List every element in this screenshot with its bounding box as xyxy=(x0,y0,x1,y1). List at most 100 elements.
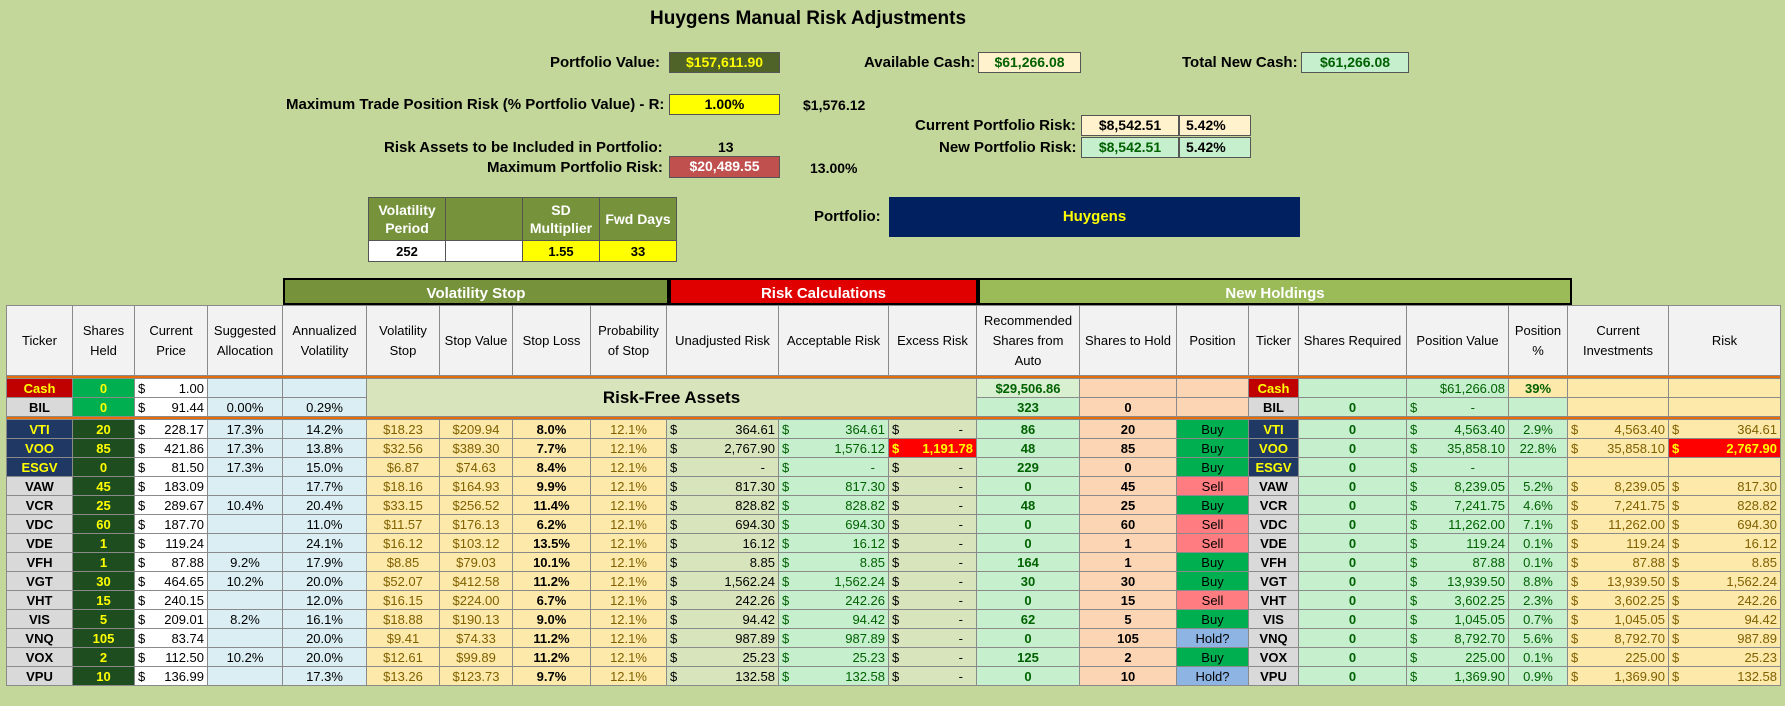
prob-stop-cell[interactable]: 12.1% xyxy=(590,476,667,496)
bil-price[interactable]: $91.44 xyxy=(134,397,208,417)
excess-risk-cell[interactable]: $ - xyxy=(888,457,977,477)
allocation-cell[interactable]: 10.4% xyxy=(207,495,283,515)
current-investments-cell[interactable]: $13,939.50 xyxy=(1567,571,1669,591)
excess-risk-cell[interactable]: $ - xyxy=(888,628,977,648)
ticker-cell[interactable]: VTI xyxy=(6,419,73,439)
unadjusted-risk-cell[interactable]: $8.85 xyxy=(666,552,779,572)
col-suggested-allocation[interactable]: Suggested Allocation xyxy=(207,305,283,376)
vol-stop-cell[interactable]: $52.07 xyxy=(366,571,440,591)
position-cell[interactable]: Hold? xyxy=(1176,628,1249,648)
position-cell[interactable]: Sell xyxy=(1176,476,1249,496)
shares-held-cell[interactable]: 15 xyxy=(72,590,135,610)
volatility-cell[interactable]: 16.1% xyxy=(282,609,367,629)
stop-value-cell[interactable]: $209.94 xyxy=(439,419,513,439)
current-investments-cell[interactable]: $1,045.05 xyxy=(1567,609,1669,629)
risk-cell[interactable]: $132.58 xyxy=(1668,666,1781,686)
vol-stop-cell[interactable]: $16.15 xyxy=(366,590,440,610)
rec-shares-cell[interactable]: 0 xyxy=(976,666,1080,686)
excess-risk-cell[interactable]: $ - xyxy=(888,514,977,534)
position-pct-cell[interactable]: 8.8% xyxy=(1508,571,1568,591)
price-cell[interactable]: $209.01 xyxy=(134,609,208,629)
ticker-cell[interactable]: VFH xyxy=(6,552,73,572)
volatility-cell[interactable]: 20.0% xyxy=(282,628,367,648)
shares-held-cell[interactable]: 30 xyxy=(72,571,135,591)
col-volatility-stop[interactable]: Volatility Stop xyxy=(366,305,440,376)
acceptable-risk-cell[interactable]: $242.26 xyxy=(778,590,889,610)
shares-held-cell[interactable]: 25 xyxy=(72,495,135,515)
position-pct-cell[interactable]: 2.9% xyxy=(1508,419,1568,439)
position-value-cell[interactable]: $ - xyxy=(1406,457,1509,477)
stop-loss-cell[interactable]: 8.4% xyxy=(512,457,591,477)
shares-required-cell[interactable]: 0 xyxy=(1298,419,1407,439)
current-investments-cell[interactable]: $11,262.00 xyxy=(1567,514,1669,534)
risk-cell[interactable]: $1,562.24 xyxy=(1668,571,1781,591)
stop-value-cell[interactable]: $256.52 xyxy=(439,495,513,515)
position-pct-cell[interactable]: 0.1% xyxy=(1508,533,1568,553)
volatility-cell[interactable]: 17.3% xyxy=(282,666,367,686)
shares-to-hold-cell[interactable]: 1 xyxy=(1079,533,1177,553)
volatility-cell[interactable]: 15.0% xyxy=(282,457,367,477)
volatility-cell[interactable]: 17.9% xyxy=(282,552,367,572)
price-cell[interactable]: $421.86 xyxy=(134,438,208,458)
price-cell[interactable]: $240.15 xyxy=(134,590,208,610)
current-investments-cell[interactable]: $225.00 xyxy=(1567,647,1669,667)
unadjusted-risk-cell[interactable]: $987.89 xyxy=(666,628,779,648)
volatility-cell[interactable]: 14.2% xyxy=(282,419,367,439)
stop-value-cell[interactable]: $412.58 xyxy=(439,571,513,591)
col-current-investments[interactable]: Current Investments xyxy=(1567,305,1669,376)
stop-loss-cell[interactable]: 10.1% xyxy=(512,552,591,572)
new-portfolio-risk-value[interactable]: $8,542.51 xyxy=(1081,137,1179,158)
shares-required-cell[interactable]: 0 xyxy=(1298,495,1407,515)
ticker-2-cell[interactable]: VDC xyxy=(1248,514,1299,534)
risk-cell[interactable] xyxy=(1668,457,1781,477)
shares-to-hold-cell[interactable]: 25 xyxy=(1079,495,1177,515)
current-investments-cell[interactable]: $4,563.40 xyxy=(1567,419,1669,439)
prob-stop-cell[interactable]: 12.1% xyxy=(590,438,667,458)
volatility-cell[interactable]: 20.0% xyxy=(282,647,367,667)
position-value-cell[interactable]: $8,792.70 xyxy=(1406,628,1509,648)
current-investments-cell[interactable]: $7,241.75 xyxy=(1567,495,1669,515)
max-portfolio-risk-cell[interactable]: $20,489.55 xyxy=(669,156,780,178)
cash-risk[interactable] xyxy=(1668,378,1781,398)
prob-stop-cell[interactable]: 12.1% xyxy=(590,495,667,515)
ticker-cell[interactable]: VDC xyxy=(6,514,73,534)
acceptable-risk-cell[interactable]: $8.85 xyxy=(778,552,889,572)
price-cell[interactable]: $112.50 xyxy=(134,647,208,667)
acceptable-risk-cell[interactable]: $94.42 xyxy=(778,609,889,629)
bil-hold[interactable]: 0 xyxy=(1079,397,1177,417)
position-pct-cell[interactable]: 5.2% xyxy=(1508,476,1568,496)
col-probability-of-stop[interactable]: Probability of Stop xyxy=(590,305,667,376)
current-investments-cell[interactable]: $8,239.05 xyxy=(1567,476,1669,496)
volatility-cell[interactable]: 17.7% xyxy=(282,476,367,496)
stop-value-cell[interactable]: $79.03 xyxy=(439,552,513,572)
max-trade-risk-cell[interactable]: 1.00% xyxy=(669,94,780,115)
shares-held-cell[interactable]: 5 xyxy=(72,609,135,629)
col-shares-required[interactable]: Shares Required xyxy=(1298,305,1407,376)
ticker-2-cell[interactable]: VIS xyxy=(1248,609,1299,629)
position-pct-cell[interactable]: 0.9% xyxy=(1508,666,1568,686)
volatility-cell[interactable]: 13.8% xyxy=(282,438,367,458)
ticker-cell[interactable]: ESGV xyxy=(6,457,73,477)
position-pct-cell[interactable]: 4.6% xyxy=(1508,495,1568,515)
cash-shares[interactable]: 0 xyxy=(72,378,135,398)
acceptable-risk-cell[interactable]: $1,576.12 xyxy=(778,438,889,458)
unadjusted-risk-cell[interactable]: $828.82 xyxy=(666,495,779,515)
bil-vol[interactable]: 0.29% xyxy=(282,397,367,417)
allocation-cell[interactable]: 10.2% xyxy=(207,571,283,591)
shares-required-cell[interactable]: 0 xyxy=(1298,571,1407,591)
acceptable-risk-cell[interactable]: $364.61 xyxy=(778,419,889,439)
rec-shares-cell[interactable]: 86 xyxy=(976,419,1080,439)
cash-price[interactable]: $1.00 xyxy=(134,378,208,398)
position-value-cell[interactable]: $4,563.40 xyxy=(1406,419,1509,439)
total-new-cash-cell[interactable]: $61,266.08 xyxy=(1301,52,1409,73)
unadjusted-risk-cell[interactable]: $94.42 xyxy=(666,609,779,629)
prob-stop-cell[interactable]: 12.1% xyxy=(590,533,667,553)
prob-stop-cell[interactable]: 12.1% xyxy=(590,590,667,610)
excess-risk-cell[interactable]: $ - xyxy=(888,609,977,629)
position-cell[interactable]: Buy xyxy=(1176,457,1249,477)
vol-stop-cell[interactable]: $18.23 xyxy=(366,419,440,439)
ticker-2-cell[interactable]: VHT xyxy=(1248,590,1299,610)
stop-loss-cell[interactable]: 6.7% xyxy=(512,590,591,610)
position-pct-cell[interactable]: 22.8% xyxy=(1508,438,1568,458)
stop-loss-cell[interactable]: 9.0% xyxy=(512,609,591,629)
